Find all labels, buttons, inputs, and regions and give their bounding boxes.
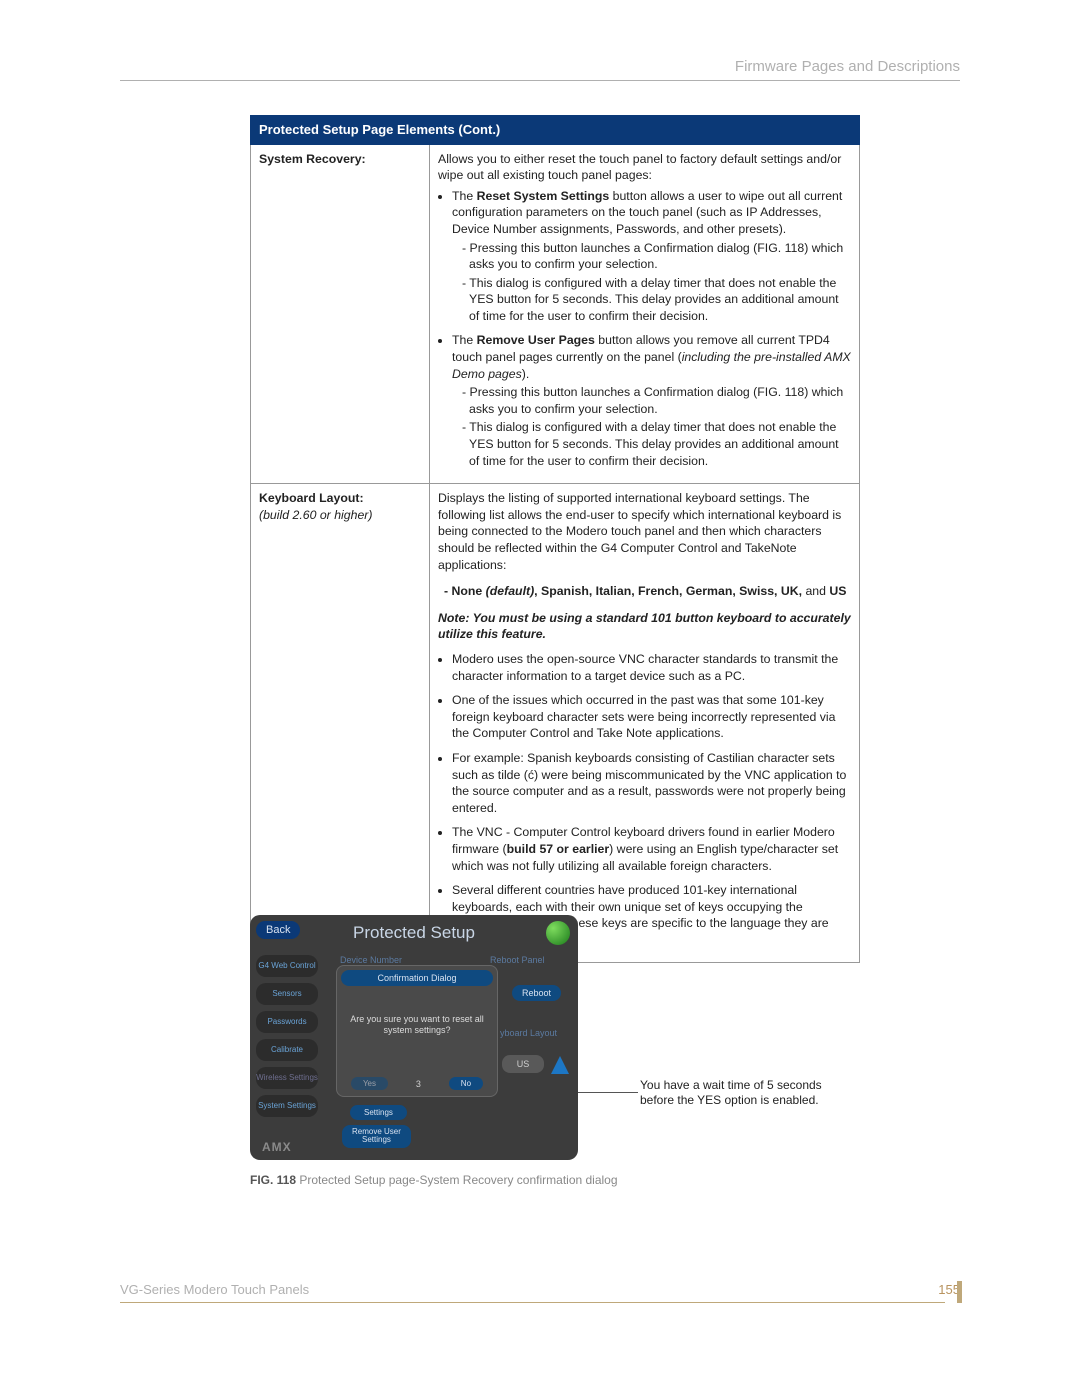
t: - None	[444, 584, 486, 598]
figure-area: Protected Setup Back G4 Web Control Sens…	[250, 915, 950, 1160]
row1-b2-sub1: - Pressing this button launches a Confir…	[462, 384, 851, 417]
row2-note: Note: You must be using a standard 101 b…	[438, 610, 851, 643]
rebootpanel-label: Reboot Panel	[490, 955, 545, 965]
side-wireless[interactable]: Wireless Settings	[256, 1067, 318, 1089]
header-rule	[120, 80, 960, 81]
fig-text: Protected Setup page-System Recovery con…	[296, 1173, 618, 1187]
row1-b2-sub2: - This dialog is configured with a delay…	[462, 419, 851, 469]
t: Reset System Settings	[477, 189, 610, 203]
devnum-label: Device Number	[340, 955, 402, 965]
row2-content: Displays the listing of supported intern…	[430, 484, 860, 963]
settings-button[interactable]: Settings	[350, 1105, 407, 1120]
power-icon[interactable]	[546, 921, 570, 945]
dialog-yes-button[interactable]: Yes	[351, 1077, 388, 1090]
row1-label: System Recovery:	[259, 152, 366, 166]
side-sensors[interactable]: Sensors	[256, 983, 318, 1005]
side-passwords[interactable]: Passwords	[256, 1011, 318, 1033]
callout-line	[578, 1092, 638, 1093]
footer-left: VG-Series Modero Touch Panels	[120, 1282, 309, 1297]
back-button[interactable]: Back	[256, 921, 300, 939]
footer-bar	[957, 1281, 962, 1303]
dialog-countdown: 3	[416, 1079, 421, 1089]
dialog-no-button[interactable]: No	[449, 1077, 483, 1090]
row2-langs: - None (default), Spanish, Italian, Fren…	[444, 583, 851, 600]
side-calibrate[interactable]: Calibrate	[256, 1039, 318, 1061]
row1-bullet2: The Remove User Pages button allows you …	[452, 332, 851, 469]
t: and	[802, 584, 829, 598]
t: ).	[522, 367, 530, 381]
t: (default)	[486, 584, 535, 598]
row2-label: Keyboard Layout:	[259, 490, 421, 507]
elements-table: Protected Setup Page Elements (Cont.) Sy…	[250, 115, 860, 963]
fig-number: FIG. 118	[250, 1173, 296, 1187]
t: Remove User Pages	[477, 333, 595, 347]
figure-caption: FIG. 118 Protected Setup page-System Rec…	[250, 1173, 618, 1187]
row1-b1-sub1: - Pressing this button launches a Confir…	[462, 240, 851, 273]
confirmation-dialog: Confirmation Dialog Are you sure you wan…	[336, 965, 498, 1097]
side-g4web[interactable]: G4 Web Control	[256, 955, 318, 977]
kb-us-field: US	[502, 1055, 544, 1073]
row2-p1: Modero uses the open-source VNC characte…	[452, 651, 851, 684]
row2-label-cell: Keyboard Layout: (build 2.60 or higher)	[251, 484, 430, 963]
row2-p2: One of the issues which occurred in the …	[452, 692, 851, 742]
reboot-button[interactable]: Reboot	[512, 985, 561, 1001]
section-header: Firmware Pages and Descriptions	[735, 58, 960, 75]
callout-text: You have a wait time of 5 seconds before…	[640, 1078, 870, 1108]
row1-b1-sub2: - This dialog is configured with a delay…	[462, 275, 851, 325]
callout-l2: before the YES option is enabled.	[640, 1093, 870, 1108]
row2-sublabel: (build 2.60 or higher)	[259, 507, 421, 524]
row1-bullet1: The Reset System Settings button allows …	[452, 188, 851, 325]
dialog-title: Confirmation Dialog	[341, 970, 493, 986]
row2-p3: For example: Spanish keyboards consistin…	[452, 750, 851, 816]
callout-l1: You have a wait time of 5 seconds	[640, 1078, 870, 1093]
footer-rule	[120, 1302, 945, 1304]
row2-intro: Displays the listing of supported intern…	[438, 490, 851, 573]
row1-content: Allows you to either reset the touch pan…	[430, 144, 860, 484]
dialog-message: Are you sure you want to reset all syste…	[343, 1014, 491, 1037]
kb-up-icon[interactable]	[551, 1056, 569, 1074]
t: The	[452, 333, 477, 347]
t: The	[452, 189, 477, 203]
table-title: Protected Setup Page Elements (Cont.)	[251, 116, 860, 145]
row1-intro: Allows you to either reset the touch pan…	[438, 151, 851, 184]
side-system[interactable]: System Settings	[256, 1095, 318, 1117]
kblayout-label: yboard Layout	[500, 1028, 557, 1038]
row1-label-cell: System Recovery:	[251, 144, 430, 484]
t: build 57 or earlier	[507, 842, 610, 856]
touch-panel-mock: Protected Setup Back G4 Web Control Sens…	[250, 915, 578, 1160]
row2-p4: The VNC - Computer Control keyboard driv…	[452, 824, 851, 874]
remove-user-settings-button[interactable]: Remove User Settings	[342, 1125, 411, 1148]
amx-logo: AMX	[262, 1140, 292, 1154]
t: , Spanish, Italian, French, German, Swis…	[534, 584, 802, 598]
t: US	[829, 584, 846, 598]
